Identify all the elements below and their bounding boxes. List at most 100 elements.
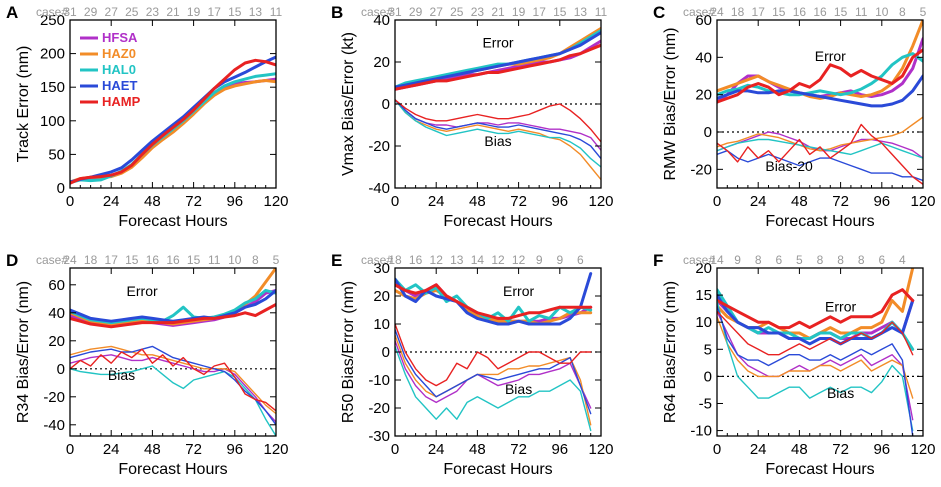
case-count: 19 xyxy=(187,5,201,19)
case-count: 29 xyxy=(409,5,423,19)
panel-B: 0 24 48 72 96 120 -40 -20 0 20 40 Forecast Hours Vma… xyxy=(331,3,614,230)
y-tick-label: 0 xyxy=(57,180,65,197)
case-count: 6 xyxy=(878,253,885,267)
y-tick-label: -20 xyxy=(368,400,390,417)
y-tick-label: 40 xyxy=(695,49,712,66)
case-count: 12 xyxy=(430,253,444,267)
case-count: 9 xyxy=(734,253,741,267)
case-count: 16 xyxy=(146,253,160,267)
case-count: 16 xyxy=(409,253,423,267)
case-prefix: case# xyxy=(361,253,393,267)
x-tick-label: 0 xyxy=(713,193,721,210)
x-tick-label: 0 xyxy=(66,441,74,458)
series-group xyxy=(717,20,923,186)
x-tick-label: 24 xyxy=(750,193,767,210)
x-axis-title: Forecast Hours xyxy=(443,461,552,478)
case-count: 18 xyxy=(731,5,745,19)
x-tick-label: 96 xyxy=(551,193,568,210)
series-line-hal0-bias xyxy=(395,345,592,432)
legend-label-hfsa: HFSA xyxy=(102,30,138,45)
plot-frame xyxy=(69,19,277,189)
case-count: 16 xyxy=(166,253,180,267)
case-count: 25 xyxy=(125,5,139,19)
x-tick-label: 24 xyxy=(428,193,445,210)
annotation-error: Error xyxy=(127,283,158,299)
x-tick-label: 96 xyxy=(873,441,890,458)
annotation-error: Error xyxy=(815,48,846,64)
panel-letter: E xyxy=(331,251,342,270)
x-axis-title: Forecast Hours xyxy=(118,213,227,230)
x-tick-label: 120 xyxy=(910,441,935,458)
series-line-hal0-bias xyxy=(717,138,923,159)
plot-frame xyxy=(716,267,924,437)
x-tick-label: 0 xyxy=(391,441,399,458)
x-tick-label: 24 xyxy=(428,441,445,458)
x-tick-label: 96 xyxy=(226,441,243,458)
series-line-hamp-error xyxy=(70,302,276,329)
y-tick-label: 10 xyxy=(373,316,390,333)
series-line-hamp-bias xyxy=(395,99,601,143)
y-tick-label: 0 xyxy=(382,344,390,361)
series-line-haet-bias xyxy=(395,328,592,415)
case-count: 9 xyxy=(556,253,563,267)
y-tick-label: -10 xyxy=(368,372,390,389)
y-axis-title: RMW Bias/Error (nm) xyxy=(662,28,679,181)
series-line-hal0-bias xyxy=(717,299,914,432)
case-count: 17 xyxy=(208,5,222,19)
case-count: 24 xyxy=(63,253,77,267)
case-prefix: case# xyxy=(36,253,68,267)
series-line-haet-bias xyxy=(717,305,914,436)
x-tick-label: 72 xyxy=(832,193,849,210)
y-tick-label: 20 xyxy=(695,87,712,104)
case-count: 15 xyxy=(553,5,567,19)
case-count: 21 xyxy=(491,5,505,19)
case-count: 8 xyxy=(858,253,865,267)
case-count: 14 xyxy=(471,253,485,267)
case-count: 17 xyxy=(533,5,547,19)
case-count: 23 xyxy=(146,5,160,19)
series-line-haz0-bias xyxy=(395,99,601,181)
series-line-hamp-bias xyxy=(395,323,592,387)
y-axis-title: Vmax Bias/Error (kt) xyxy=(340,32,357,176)
series-group xyxy=(70,268,276,436)
case-count: 8 xyxy=(899,5,906,19)
series-line-haz0-error xyxy=(717,20,923,100)
x-tick-label: 48 xyxy=(791,441,808,458)
case-count: 29 xyxy=(84,5,98,19)
x-tick-label: 72 xyxy=(185,193,202,210)
y-tick-label: 60 xyxy=(695,12,712,29)
y-tick-label: 20 xyxy=(373,288,390,305)
x-tick-label: 24 xyxy=(750,441,767,458)
series-line-haz0-bias xyxy=(717,316,914,399)
panel-letter: F xyxy=(653,251,663,270)
series-line-haz0-bias xyxy=(70,345,276,415)
case-count: 8 xyxy=(837,253,844,267)
case-count: 8 xyxy=(817,253,824,267)
case-count: 9 xyxy=(536,253,543,267)
y-tick-label: 20 xyxy=(373,54,390,71)
case-count: 10 xyxy=(875,5,889,19)
series-line-hamp-error xyxy=(395,43,601,91)
series-line-haz0-error xyxy=(70,79,276,184)
case-count: 24 xyxy=(710,5,724,19)
y-axis-title: R64 Bias/Error (nm) xyxy=(662,281,679,423)
case-count: 5 xyxy=(273,253,280,267)
panel-letter: C xyxy=(653,3,665,22)
case-count: 27 xyxy=(430,5,444,19)
y-tick-label: 50 xyxy=(48,146,65,163)
y-tick-label: 0 xyxy=(382,96,390,113)
series-line-haz0-bias xyxy=(717,116,923,152)
series-line-haet-error xyxy=(717,74,923,108)
x-tick-label: 120 xyxy=(588,193,613,210)
series-line-haet-error xyxy=(395,272,593,326)
series-line-hamp-error xyxy=(717,48,923,104)
x-tick-label: 24 xyxy=(103,441,120,458)
y-tick-label: 100 xyxy=(40,113,65,130)
y-axis-title: R34 Bias/Error (nm) xyxy=(15,281,32,423)
series-line-hamp-bias xyxy=(717,310,914,356)
case-count: 8 xyxy=(755,253,762,267)
legend-label-hamp: HAMP xyxy=(102,94,141,109)
y-axis-title: Track Error (nm) xyxy=(15,46,32,163)
panel-letter: A xyxy=(6,3,18,22)
